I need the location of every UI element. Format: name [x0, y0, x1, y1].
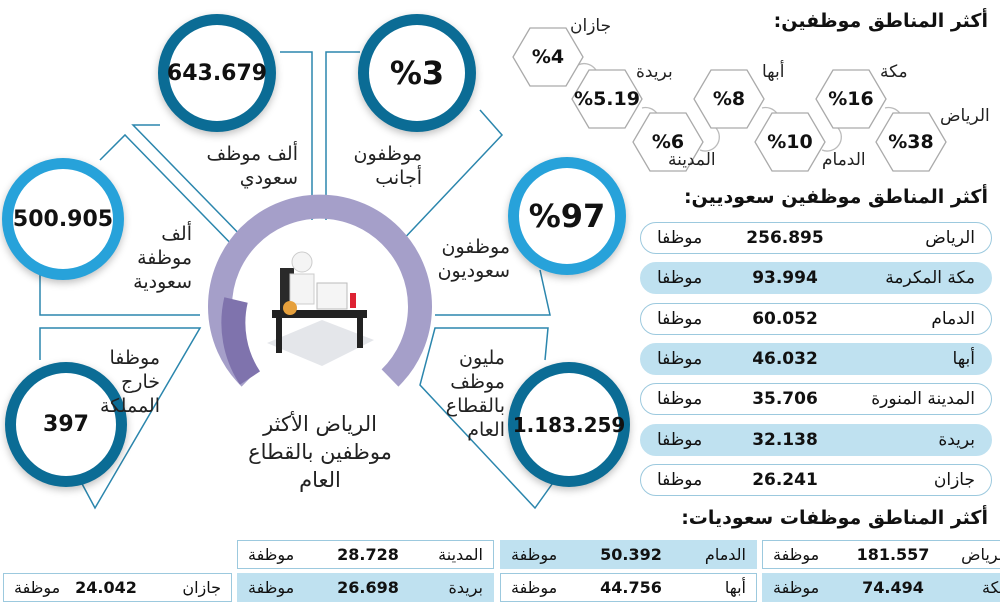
table-cell: المدينة 28.728 موظفة	[237, 540, 494, 569]
region-name: الرياض	[925, 228, 975, 248]
table-row: الدمام 60.052 موظفا	[640, 302, 992, 335]
hex-region-label: الرياض	[940, 106, 990, 126]
count: 44.756	[600, 578, 662, 597]
hex-region-pct: %16	[815, 69, 887, 129]
hex-region-label: بريدة	[636, 62, 673, 82]
region-name: المدينة المنورة	[871, 389, 975, 410]
region-name: بريدة	[938, 429, 975, 450]
count: 35.706	[752, 389, 818, 410]
foreign-pct: %3	[358, 14, 476, 132]
table-cell: أبها 44.756 موظفة	[500, 573, 757, 602]
count: 50.392	[600, 545, 662, 564]
table-cell: الدمام 50.392 موظفة	[500, 540, 757, 569]
purple-ring	[208, 194, 432, 387]
saudi-female-label: ألف موظفة سعودية	[133, 223, 192, 293]
abroad-count: 397	[5, 362, 127, 487]
count: 26.698	[337, 578, 399, 597]
center-caption: الرياض الأكثر موظفين بالقطاع العام	[248, 412, 392, 492]
region-name: أبها	[952, 348, 975, 369]
hex-region-pct: %8	[693, 69, 765, 129]
unit: موظفة	[773, 545, 820, 564]
unit: موظفا	[657, 228, 703, 248]
unit: موظفا	[657, 469, 703, 490]
saudi-pct-label: موظفون سعوديون	[437, 236, 510, 282]
unit: موظفة	[14, 578, 61, 597]
employee-at-desk-icon	[267, 251, 374, 366]
hex-region-label: المدينة	[668, 150, 716, 170]
unit: موظفة	[248, 545, 295, 564]
saudi-pct: %97	[508, 157, 626, 275]
region-name: الدمام	[704, 545, 746, 564]
connector-lines	[39, 51, 556, 510]
abroad-label: موظفا خارج المملكة	[99, 347, 160, 417]
count: 74.494	[862, 578, 924, 597]
unit: موظفا	[657, 389, 703, 410]
region-name: بريدة	[448, 578, 483, 597]
hex-region-pct: %5.19	[571, 69, 643, 129]
region-name: المدينة	[438, 545, 483, 564]
table-cell: الرياض 181.557 موظفة	[762, 540, 1000, 569]
saudi-male-regions-title: أكثر المناطق موظفين سعوديين:	[683, 186, 988, 208]
unit: موظفا	[657, 268, 703, 289]
unit: موظفا	[657, 429, 703, 450]
count: 93.994	[752, 268, 818, 289]
count: 32.138	[752, 429, 818, 450]
count: 256.895	[746, 228, 824, 248]
table-cell: جازان 24.042 موظفة	[3, 573, 232, 602]
saudi-male-count: 643.679	[158, 14, 276, 132]
region-name: مكة المكرمة	[885, 268, 975, 289]
region-name: مكة	[982, 578, 1000, 597]
table-row: جازان 26.241 موظفا	[640, 463, 992, 496]
table-cell: بريدة 26.698 موظفة	[237, 573, 494, 602]
count: 46.032	[752, 348, 818, 369]
hex-region-pct: %4	[512, 27, 584, 87]
count: 28.728	[337, 545, 399, 564]
count: 60.052	[752, 308, 818, 329]
table-row: بريدة 32.138 موظفا	[640, 423, 992, 456]
saudi-male-label: ألف موظف سعودي	[206, 143, 298, 189]
unit: موظفا	[657, 308, 703, 329]
hex-region-label: مكة	[880, 62, 908, 82]
table-row: الرياض 256.895 موظفا	[640, 222, 992, 254]
region-name: جازان	[182, 578, 221, 597]
region-name: الرياض	[961, 545, 1000, 564]
region-name: جازان	[933, 469, 975, 490]
hex-region-label: جازان	[570, 16, 612, 36]
table-row: أبها 46.032 موظفا	[640, 342, 992, 375]
saudi-female-count: 500.905	[2, 158, 124, 280]
count: 24.042	[75, 578, 137, 597]
hex-region-label: أبها	[762, 62, 785, 82]
unit: موظفة	[511, 545, 558, 564]
table-cell: مكة 74.494 موظفة	[762, 573, 1000, 602]
unit: موظفة	[248, 578, 295, 597]
unit: موظفا	[657, 348, 703, 369]
regions-pct-title: أكثر المناطق موظفين:	[773, 10, 988, 32]
table-row: المدينة المنورة 35.706 موظفا	[640, 383, 992, 416]
total-count: 1.183.259	[508, 362, 630, 487]
saudi-female-regions-title: أكثر المناطق موظفات سعوديات:	[681, 507, 988, 529]
hex-region-pct: %38	[875, 112, 947, 172]
unit: موظفة	[773, 578, 820, 597]
foreign-label: موظفون أجانب	[353, 143, 423, 189]
count: 26.241	[752, 469, 818, 490]
hex-region-pct: %6	[632, 112, 704, 172]
hex-region-label: الدمام	[822, 150, 866, 170]
unit: موظفة	[511, 578, 558, 597]
count: 181.557	[856, 545, 930, 564]
total-label: مليون موظف بالقطاع العام	[445, 347, 505, 441]
region-name: الدمام	[931, 308, 975, 329]
table-row: مكة المكرمة 93.994 موظفا	[640, 262, 992, 295]
hex-region-pct: %10	[754, 112, 826, 172]
region-name: أبها	[724, 578, 746, 597]
purple-ring-dark	[221, 297, 261, 385]
